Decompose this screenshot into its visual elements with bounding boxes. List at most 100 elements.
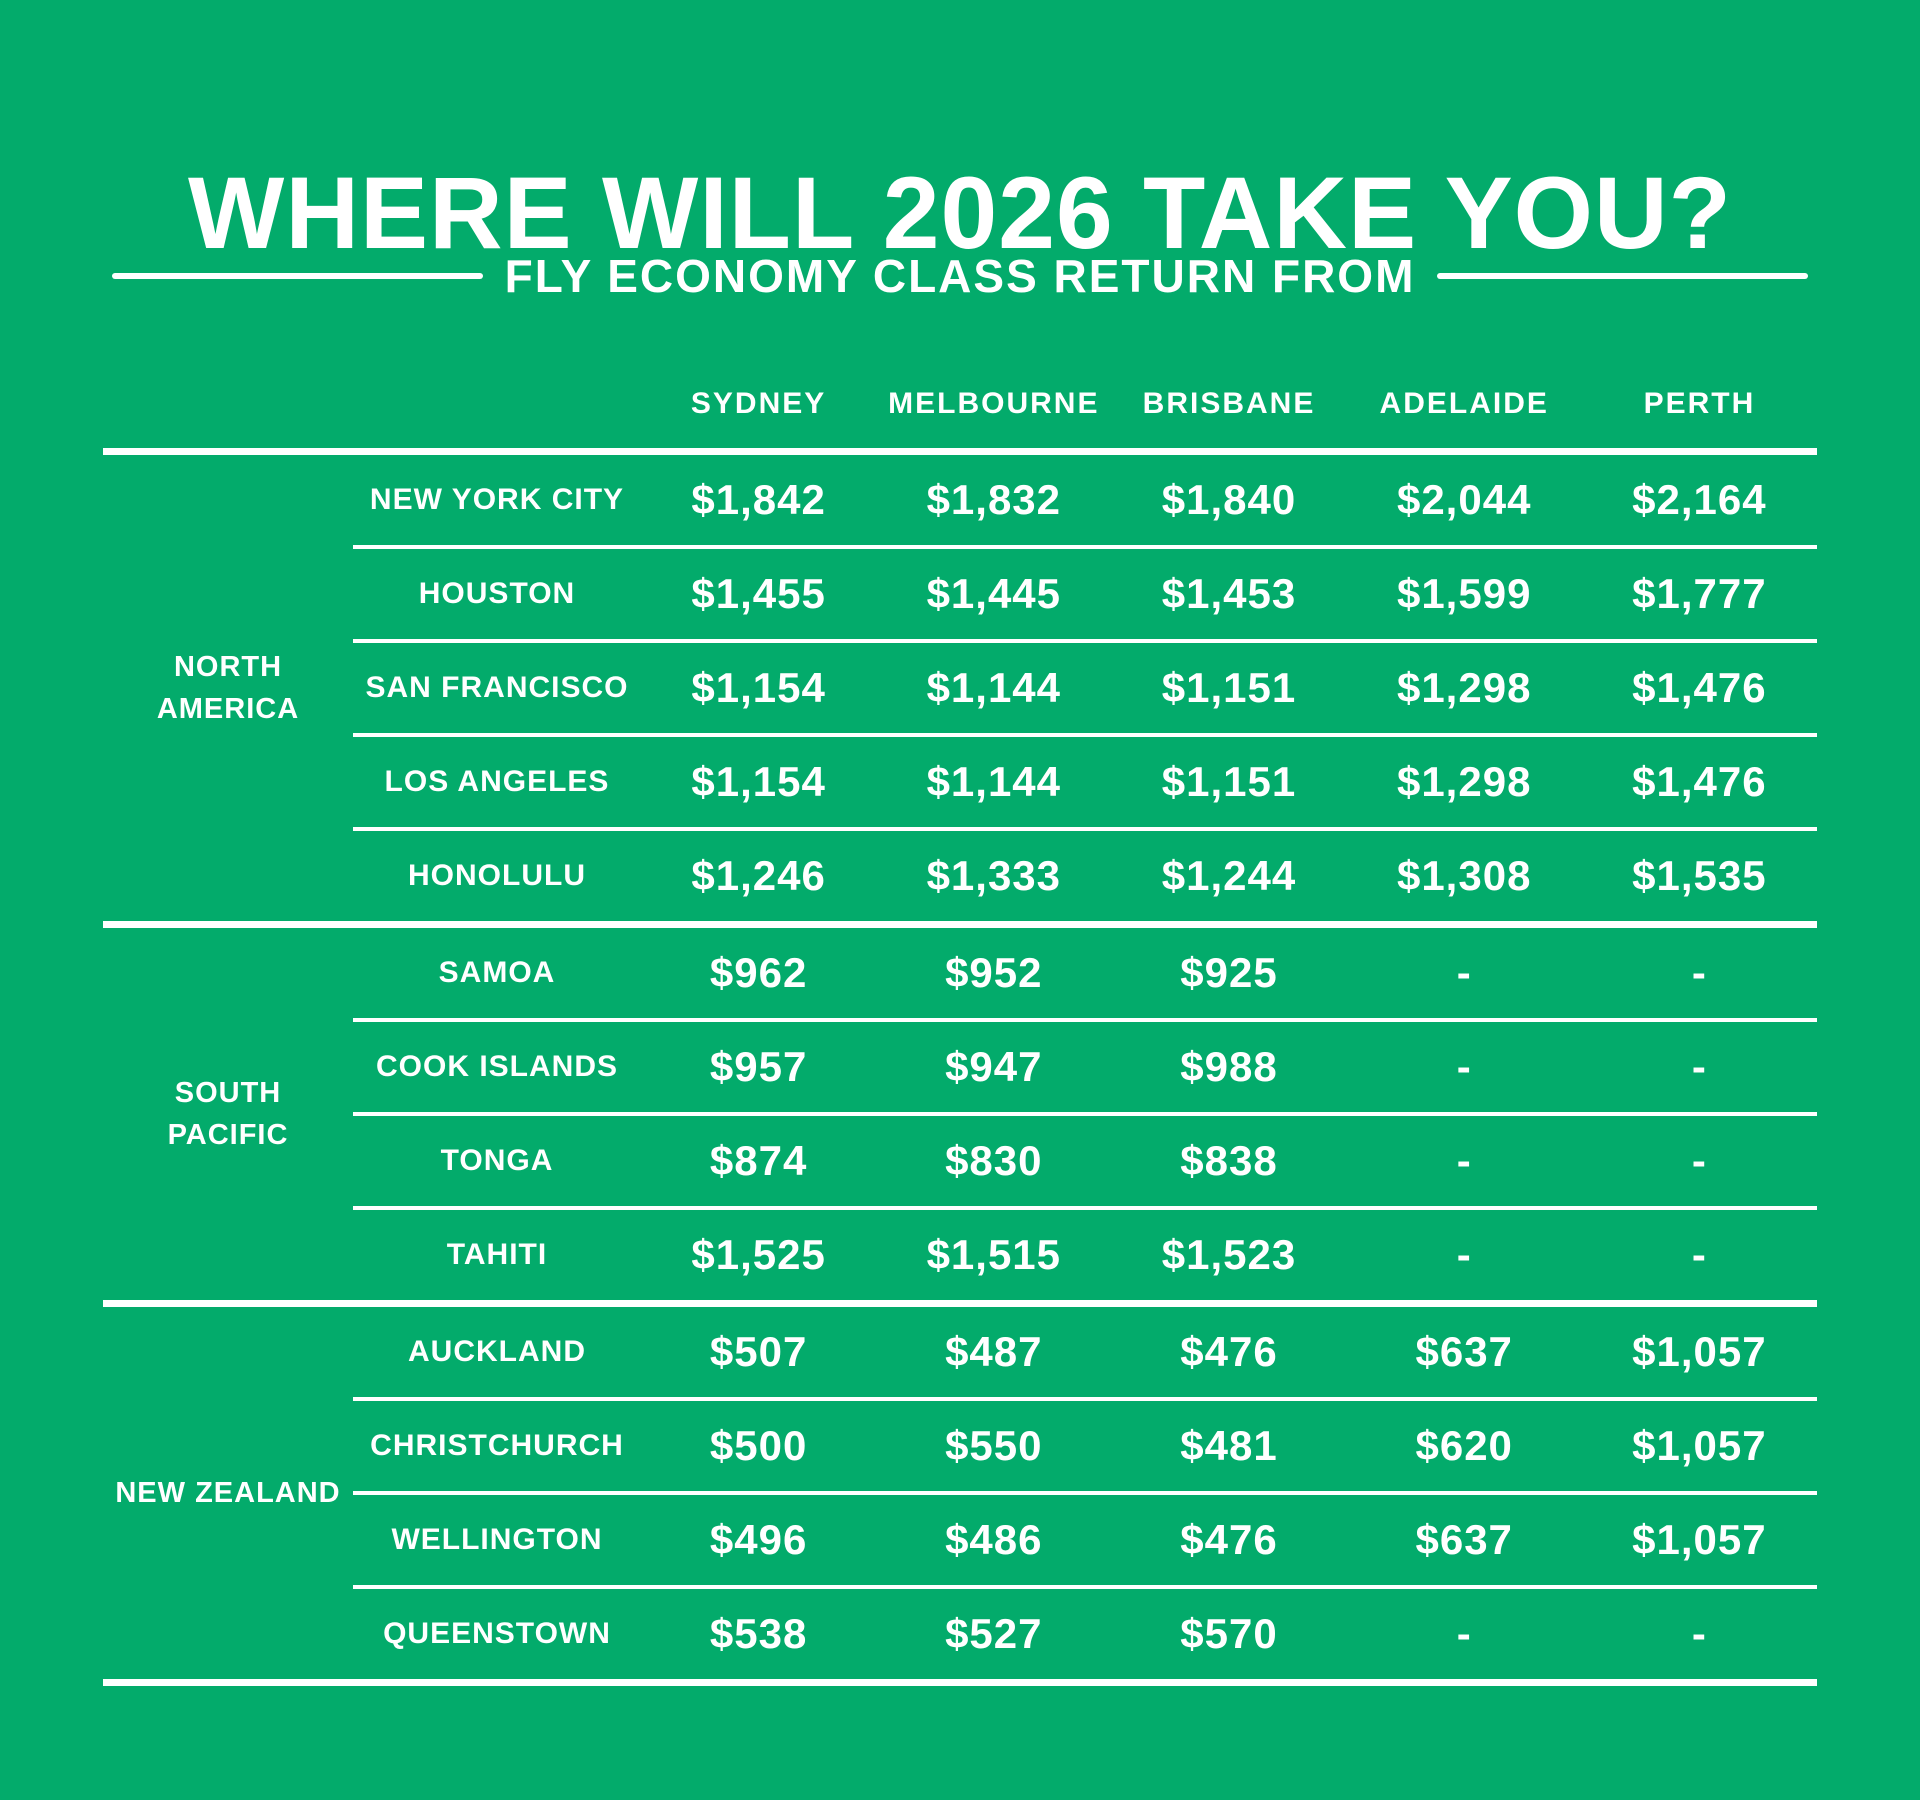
price-cell: $1,476	[1632, 664, 1767, 711]
price-cell: $1,777	[1632, 570, 1767, 617]
destination-label: CHRISTCHURCH	[370, 1429, 624, 1462]
column-header-sydney: SYDNEY	[690, 387, 827, 420]
subtitle-left-rule	[111, 273, 483, 279]
row-divider	[353, 545, 1817, 549]
price-cell-empty: -	[1456, 1610, 1472, 1657]
price-cell: $637	[1415, 1516, 1513, 1563]
region-label-line: SOUTH	[174, 1076, 282, 1109]
region-group-0: NORTH AMERICA NEW YORK CITY $1,842 $1,832 $1,…	[103, 455, 1817, 921]
table-row: CHRISTCHURCH $500 $550 $481 $620 $1,057	[103, 1401, 1817, 1491]
price-cell: $1,840	[1161, 476, 1297, 523]
group-divider	[103, 1300, 1817, 1307]
price-cell: $1,308	[1396, 852, 1532, 899]
price-cell-empty: -	[1691, 949, 1707, 996]
price-cell: $487	[945, 1328, 1043, 1375]
row-divider	[353, 639, 1817, 643]
price-cell: $1,144	[926, 664, 1062, 711]
price-cell: $1,298	[1396, 664, 1532, 711]
region-label-line: AMERICA	[156, 693, 300, 725]
destination-label: TAHITI	[446, 1238, 548, 1271]
table-row: HONOLULU $1,246 $1,333 $1,244 $1,308 $1,535	[103, 831, 1817, 921]
price-cell: $1,453	[1161, 570, 1297, 617]
table-bottom-rule	[103, 1679, 1817, 1686]
price-cell: $1,333	[926, 852, 1062, 899]
table-row: HOUSTON $1,455 $1,445 $1,453 $1,599 $1,777	[103, 549, 1817, 639]
price-cell-empty: -	[1456, 1043, 1472, 1090]
price-cell: $570	[1180, 1610, 1278, 1657]
region-label-line: NORTH	[173, 650, 283, 683]
price-cell: $486	[945, 1516, 1043, 1563]
price-cell: $830	[945, 1137, 1043, 1184]
price-cell-empty: -	[1456, 949, 1472, 996]
destination-label: LOS ANGELES	[384, 765, 610, 798]
table-row: QUEENSTOWN $538 $527 $570 - -	[103, 1589, 1817, 1679]
row-divider	[353, 1397, 1817, 1401]
subtitle-right-rule	[1437, 273, 1809, 279]
price-cell: $1,057	[1632, 1516, 1767, 1563]
destination-label: WELLINGTON	[391, 1523, 603, 1556]
row-divider	[353, 1491, 1817, 1495]
destination-label: COOK ISLANDS	[375, 1050, 618, 1083]
price-cell: $838	[1180, 1137, 1278, 1184]
table-row: AUCKLAND $507 $487 $476 $637 $1,057	[103, 1307, 1817, 1397]
row-divider	[353, 1018, 1817, 1022]
price-cell: $620	[1415, 1422, 1513, 1469]
table-row: TAHITI $1,525 $1,515 $1,523 - -	[103, 1210, 1817, 1300]
price-cell: $957	[709, 1043, 808, 1090]
price-cell: $962	[709, 949, 808, 996]
price-cell: $476	[1180, 1516, 1278, 1563]
row-divider	[353, 1112, 1817, 1116]
price-cell: $500	[709, 1422, 808, 1469]
region-label: NORTH AMERICA	[103, 646, 353, 730]
price-cell: $1,298	[1396, 758, 1532, 805]
price-cell: $1,057	[1632, 1328, 1767, 1375]
table-row: SAN FRANCISCO $1,154 $1,144 $1,151 $1,298 $1,…	[103, 643, 1817, 733]
subtitle-row: FLY ECONOMY CLASS RETURN FROM	[0, 244, 1920, 308]
price-cell: $507	[709, 1328, 808, 1375]
fare-table: SYDNEY MELBOURNE BRISBANE ADELAIDE PERTH NORT…	[103, 360, 1817, 1686]
price-cell: $1,515	[926, 1231, 1062, 1278]
region-label: NEW ZEALAND	[103, 1472, 353, 1514]
price-cell: $481	[1180, 1422, 1278, 1469]
price-cell-empty: -	[1691, 1610, 1707, 1657]
price-cell: $1,523	[1161, 1231, 1297, 1278]
price-cell-empty: -	[1456, 1231, 1472, 1278]
price-cell: $1,154	[691, 758, 826, 805]
region-label-line: NEW ZEALAND	[115, 1476, 341, 1509]
price-cell: $947	[945, 1043, 1043, 1090]
price-cell: $1,154	[691, 664, 826, 711]
price-cell: $527	[945, 1610, 1043, 1657]
price-cell: $637	[1415, 1328, 1513, 1375]
price-cell: $1,244	[1161, 852, 1297, 899]
price-cell: $1,842	[691, 476, 826, 523]
table-row: COOK ISLANDS $957 $947 $988 - -	[103, 1022, 1817, 1112]
price-cell: $1,151	[1161, 758, 1297, 805]
price-cell: $1,476	[1632, 758, 1767, 805]
header-divider	[103, 448, 1817, 455]
column-header-brisbane: BRISBANE	[1142, 387, 1316, 420]
price-cell: $538	[709, 1610, 808, 1657]
column-header-perth: PERTH	[1643, 387, 1756, 420]
table-row: SAMOA $962 $952 $925 - -	[103, 928, 1817, 1018]
price-cell: $925	[1180, 949, 1278, 996]
price-cell: $1,246	[691, 852, 826, 899]
table-row: LOS ANGELES $1,154 $1,144 $1,151 $1,298 $1,47…	[103, 737, 1817, 827]
price-cell: $874	[709, 1137, 808, 1184]
price-cell: $550	[945, 1422, 1043, 1469]
price-cell: $1,151	[1161, 664, 1297, 711]
price-cell: $1,144	[926, 758, 1062, 805]
price-cell: $1,525	[691, 1231, 826, 1278]
price-cell-empty: -	[1691, 1137, 1707, 1184]
page-subtitle: FLY ECONOMY CLASS RETURN FROM	[504, 250, 1416, 302]
destination-label: QUEENSTOWN	[383, 1617, 611, 1650]
destination-label: HONOLULU	[408, 859, 586, 892]
region-group-2: NEW ZEALAND AUCKLAND $507 $487 $476 $637 $1,05…	[103, 1307, 1817, 1679]
price-cell: $1,535	[1632, 852, 1767, 899]
price-cell-empty: -	[1691, 1231, 1707, 1278]
table-row: WELLINGTON $496 $486 $476 $637 $1,057	[103, 1495, 1817, 1585]
price-cell: $1,455	[691, 570, 826, 617]
price-cell-empty: -	[1691, 1043, 1707, 1090]
price-cell: $1,599	[1396, 570, 1532, 617]
row-divider	[353, 1585, 1817, 1589]
